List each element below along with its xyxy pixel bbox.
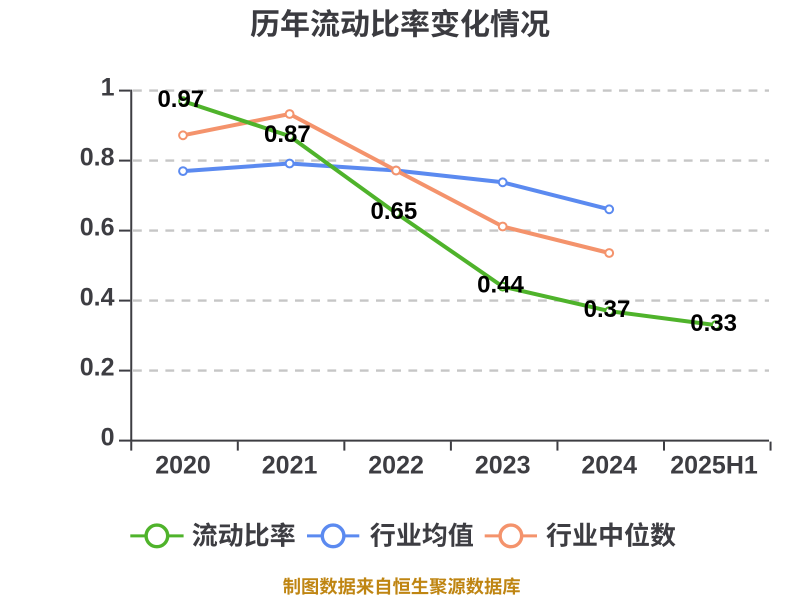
- svg-text:2023: 2023: [475, 452, 531, 480]
- svg-text:0.8: 0.8: [80, 144, 115, 172]
- svg-text:0: 0: [101, 424, 115, 452]
- svg-text:2025H1: 2025H1: [670, 452, 758, 480]
- svg-text:0.65: 0.65: [371, 198, 418, 225]
- svg-text:2020: 2020: [155, 452, 211, 480]
- svg-text:2021: 2021: [262, 452, 318, 480]
- svg-text:0.44: 0.44: [477, 271, 524, 298]
- svg-text:0.87: 0.87: [264, 121, 311, 148]
- svg-text:0.33: 0.33: [690, 310, 737, 337]
- svg-text:2022: 2022: [368, 452, 424, 480]
- svg-text:2024: 2024: [581, 452, 637, 480]
- svg-text:0.97: 0.97: [157, 86, 204, 113]
- svg-text:0.4: 0.4: [80, 284, 115, 312]
- svg-text:0.6: 0.6: [80, 214, 115, 242]
- svg-text:0.2: 0.2: [80, 354, 115, 382]
- svg-text:1: 1: [101, 74, 115, 102]
- svg-text:0.37: 0.37: [584, 296, 631, 323]
